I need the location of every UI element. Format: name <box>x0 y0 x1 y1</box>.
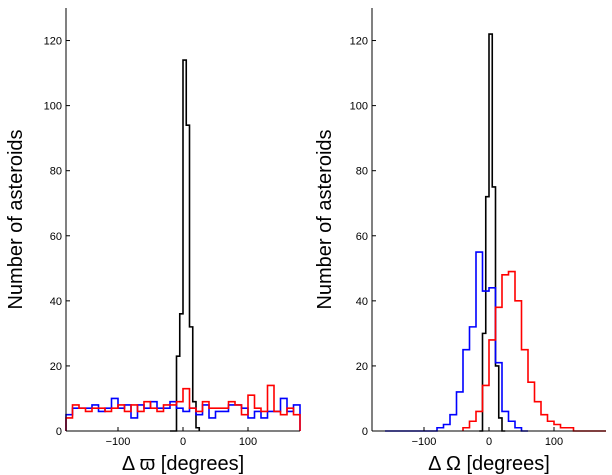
y-tick-label: 100 <box>44 101 62 113</box>
x-axis-label: Δ ϖ [degrees] <box>122 453 244 475</box>
histogram-series-2 <box>65 397 301 431</box>
y-tick-label: 60 <box>50 231 62 243</box>
x-tick-label: 0 <box>180 436 186 448</box>
histogram-series-3 <box>65 384 301 431</box>
y-tick-label: 60 <box>356 231 368 243</box>
y-tick-label: 80 <box>50 166 62 178</box>
y-tick-label: 20 <box>50 361 62 373</box>
y-tick-label: 40 <box>356 296 368 308</box>
panel-1: 0 20 40 60 80 100 120 −100 0 100 Δ ϖ [degrees] Numb… <box>5 8 301 475</box>
y-tick-label: 120 <box>350 36 368 48</box>
x-tick-label: −100 <box>412 436 437 448</box>
y-tick-label: 40 <box>50 296 62 308</box>
x-axis-label: Δ Ω [degrees] <box>428 453 550 475</box>
y-tick-label: 0 <box>362 426 368 438</box>
x-tick-label: −100 <box>106 436 131 448</box>
x-tick-label: 100 <box>545 436 563 448</box>
y-tick-label: 120 <box>44 36 62 48</box>
x-tick-label: 100 <box>239 436 257 448</box>
y-axis-label: Number of asteroids <box>5 129 27 309</box>
histogram-series-3 <box>462 270 606 432</box>
histogram-series-2 <box>385 251 528 432</box>
panel-2: 0 20 40 60 80 100 120 −100 0 100 Δ Ω [degrees] Numb… <box>314 8 606 475</box>
y-tick-label: 100 <box>350 101 368 113</box>
histogram-series-1 <box>479 33 506 432</box>
x-tick-label: 0 <box>486 436 492 448</box>
histogram-series-1 <box>170 59 201 432</box>
y-axis-label: Number of asteroids <box>314 129 336 309</box>
y-tick-label: 20 <box>356 361 368 373</box>
y-tick-label: 0 <box>56 426 62 438</box>
y-tick-label: 80 <box>356 166 368 178</box>
